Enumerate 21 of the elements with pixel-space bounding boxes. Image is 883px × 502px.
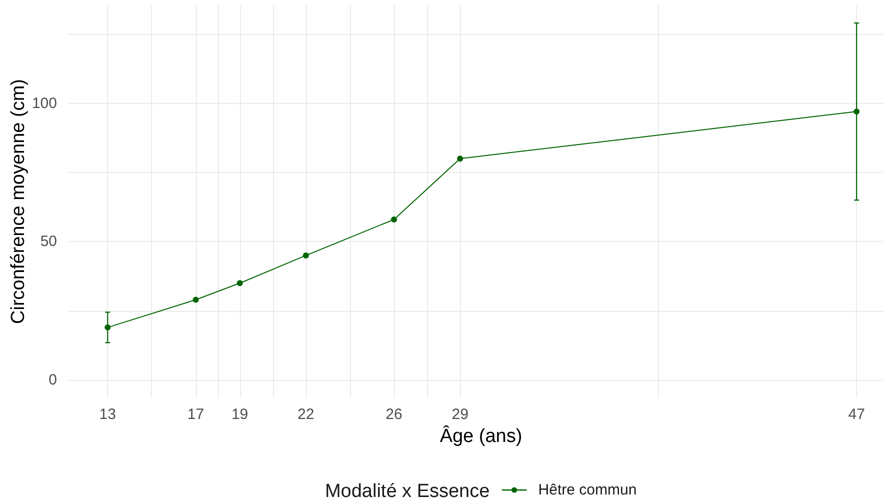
x-tick-label: 17: [187, 406, 204, 423]
x-tick-label: 19: [231, 406, 248, 423]
y-axis-title: Circonférence moyenne (cm): [8, 79, 29, 324]
y-tick-label: 0: [48, 372, 57, 389]
legend-title: Modalité x Essence: [324, 481, 490, 502]
point: [104, 324, 111, 330]
point: [457, 156, 464, 162]
x-tick-label: 29: [452, 406, 468, 423]
x-tick-label: 47: [848, 406, 865, 423]
y-tick-label: 50: [40, 233, 57, 250]
x-tick-label: 13: [99, 406, 116, 423]
point: [192, 296, 199, 303]
point: [854, 108, 860, 115]
legend-label: Hêtre commun: [538, 482, 637, 498]
y-tick-label: 100: [32, 94, 57, 112]
x-tick-label: 22: [298, 406, 314, 423]
point: [391, 216, 397, 222]
x-tick-label: 26: [386, 406, 402, 423]
point: [302, 252, 309, 258]
point: [236, 280, 243, 286]
x-axis-title: Âge (ans): [440, 425, 522, 447]
